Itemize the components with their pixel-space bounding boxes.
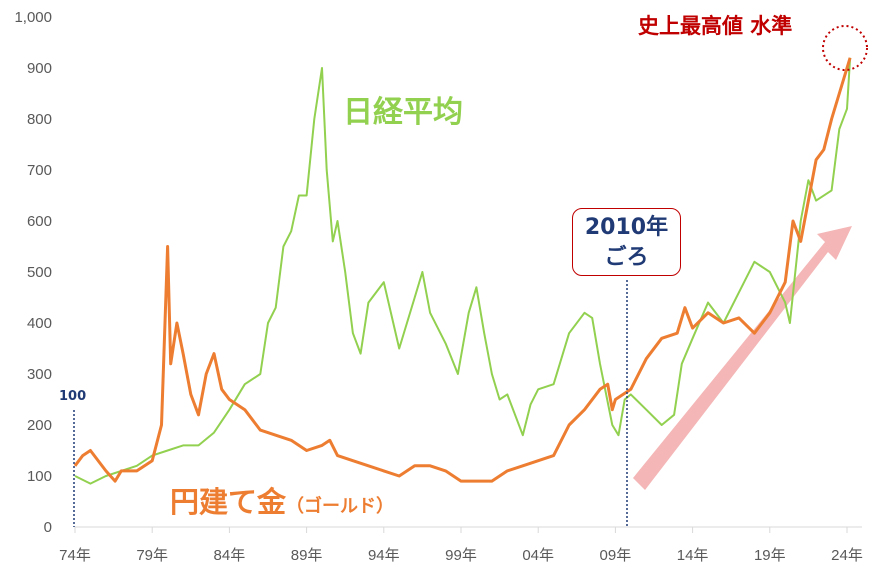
y-tick-label: 900 — [27, 60, 52, 77]
nikkei-label: 日経平均 — [343, 95, 463, 130]
gold-label-sub: （ゴールド） — [286, 496, 395, 517]
x-tick-label: 84年 — [214, 547, 246, 564]
y-tick-label: 500 — [27, 264, 52, 281]
y-tick-label: 0 — [44, 519, 52, 536]
y-tick-label: 300 — [27, 366, 52, 383]
gold-label-main: 円建て金 — [170, 485, 287, 519]
callout-line1: 2010年 — [584, 215, 669, 240]
base-100-label: 100 — [59, 389, 87, 404]
gold-series-line — [73, 57, 852, 483]
record-high-circle — [822, 25, 868, 71]
x-tick-label: 79年 — [136, 547, 168, 564]
x-tick-label: 74年 — [59, 547, 91, 564]
callout-line2: ごろ — [604, 245, 649, 270]
y-tick-label: 800 — [27, 111, 52, 128]
x-tick-label: 94年 — [368, 547, 400, 564]
x-tick-label: 09年 — [600, 547, 632, 564]
gold-label: 円建て金（ゴールド） — [170, 479, 394, 521]
2010-callout: 2010年 ごろ — [572, 208, 681, 276]
y-tick-label: 1,000 — [14, 9, 52, 26]
x-tick-label: 04年 — [522, 547, 554, 564]
nikkei-series-line — [74, 57, 852, 485]
y-tick-label: 100 — [27, 468, 52, 485]
x-tick-label: 19年 — [754, 547, 786, 564]
record-high-label: 史上最高値 水準 — [638, 14, 793, 38]
x-tick-label: 24年 — [831, 547, 863, 564]
y-tick-label: 700 — [27, 162, 52, 179]
trend-arrow — [633, 226, 852, 490]
x-tick-label: 89年 — [291, 547, 323, 564]
x-tick-label: 99年 — [445, 547, 477, 564]
y-tick-label: 600 — [27, 213, 52, 230]
y-tick-label: 400 — [27, 315, 52, 332]
y-tick-label: 200 — [27, 417, 52, 434]
x-tick-label: 14年 — [677, 547, 709, 564]
